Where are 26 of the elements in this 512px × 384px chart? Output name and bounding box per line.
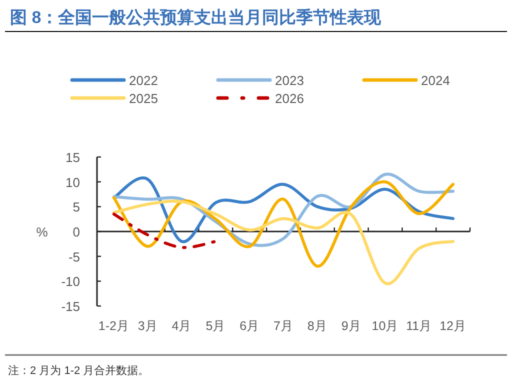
y-tick-label: -5 <box>68 249 80 264</box>
x-tick-label: 12月 <box>440 319 466 333</box>
x-tick-label: 9月 <box>341 319 362 333</box>
legend-label: 2025 <box>129 91 158 106</box>
x-tick-label: 1-2月 <box>98 319 130 333</box>
legend-label: 2026 <box>275 91 304 106</box>
x-tick-label: 3月 <box>138 319 158 333</box>
legend-label: 2022 <box>129 73 158 88</box>
y-tick-label: 15 <box>66 150 80 165</box>
legend-label: 2024 <box>421 73 450 88</box>
x-tick-label: 4月 <box>172 319 192 333</box>
y-tick-label: 5 <box>72 200 80 215</box>
y-tick-label: -10 <box>61 274 80 290</box>
y-tick-label: 0 <box>72 224 80 240</box>
legend-label: 2023 <box>275 73 304 88</box>
x-tick-label: 6月 <box>240 319 260 333</box>
x-tick-label: 7月 <box>274 319 294 333</box>
x-tick-label: 5月 <box>206 319 226 333</box>
y-axis-title: % <box>36 224 48 240</box>
y-tick-label: 10 <box>66 174 80 190</box>
x-tick-label: 11月 <box>406 319 432 333</box>
text: 注：2 月为 1-2 月合并数据。 <box>8 364 150 377</box>
y-tick-label: -15 <box>61 299 80 314</box>
x-tick-label: 8月 <box>307 319 328 333</box>
x-tick-label: 10月 <box>372 319 399 333</box>
title: 图 8：全国一般公共预算支出当月同比季节性表现 <box>10 8 382 27</box>
